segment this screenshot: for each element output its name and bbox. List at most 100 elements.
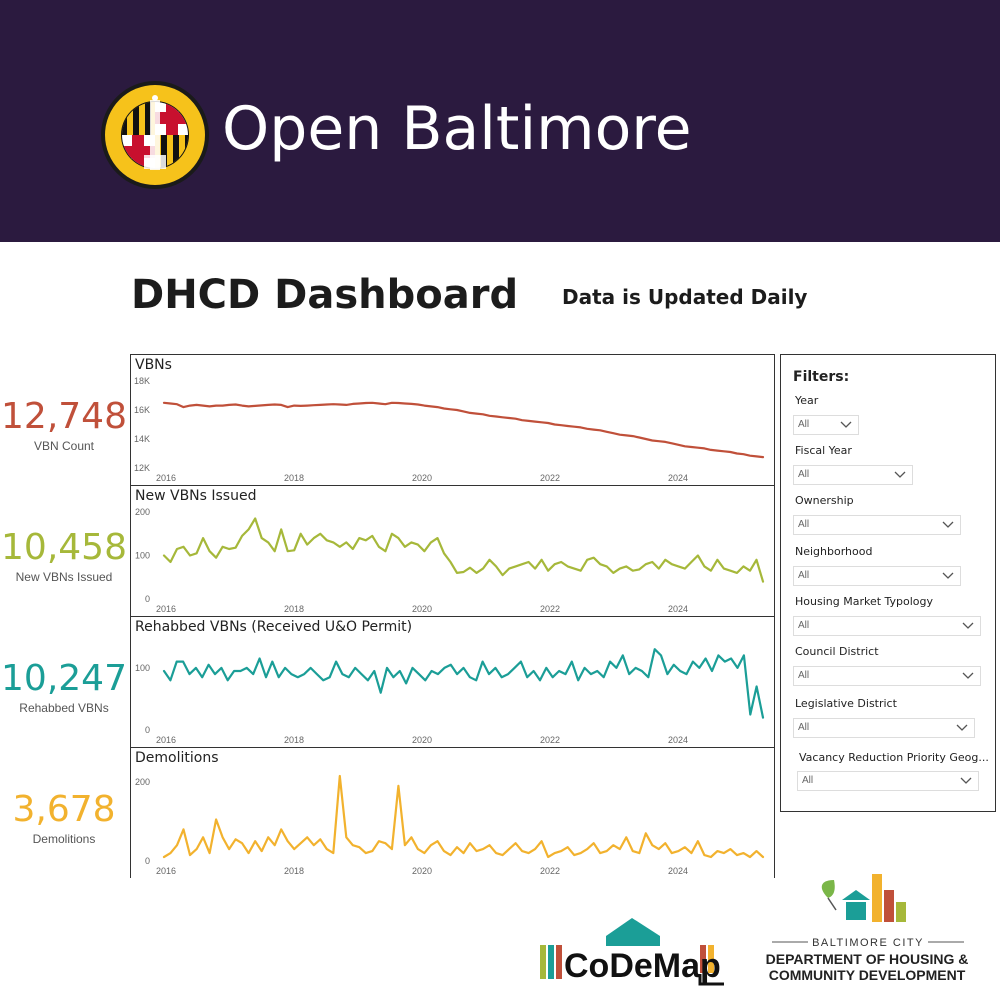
site-title: Open Baltimore: [222, 94, 692, 164]
kpi-value: 10,458: [1, 527, 127, 568]
fiscal-year-dropdown[interactable]: All: [793, 465, 913, 485]
chart-title: VBNs: [135, 357, 172, 373]
vacancy-reduction-dropdown[interactable]: All: [797, 771, 979, 791]
x-tick-label: 2018: [284, 735, 304, 745]
y-tick-label: 12K: [134, 463, 150, 473]
chevron-down-icon: [942, 572, 954, 579]
series-line: [162, 517, 765, 583]
chart-title: Demolitions: [135, 750, 219, 766]
footer-logos: CoDeMap BALTIMORE CITY DEPARTMENT OF HOU…: [540, 874, 969, 986]
council-district-dropdown[interactable]: All: [793, 666, 981, 686]
filter-label-vacancy-reduction: Vacancy Reduction Priority Geog...: [799, 751, 989, 764]
chevron-down-icon: [894, 471, 906, 478]
y-tick-label: 200: [135, 777, 150, 787]
y-tick-label: 14K: [134, 434, 150, 444]
kpi-value: 3,678: [12, 789, 116, 830]
filter-label-housing-market-typology: Housing Market Typology: [795, 595, 934, 608]
x-tick-label: 2020: [412, 473, 432, 483]
dropdown-value: All: [798, 670, 810, 681]
chevron-down-icon: [962, 622, 974, 629]
kpi-value: 12,748: [1, 396, 127, 437]
site-header: Open Baltimore: [0, 0, 1000, 242]
x-tick-label: 2016: [156, 735, 176, 745]
series-line: [162, 401, 765, 459]
chart-rehabbed-vbns-received-u-o-permit: Rehabbed VBNs (Received U&O Permit)10002…: [130, 616, 775, 748]
dropdown-value: All: [802, 775, 814, 786]
chart-title: Rehabbed VBNs (Received U&O Permit): [135, 619, 412, 635]
dropdown-value: All: [798, 469, 810, 480]
dropdown-value: All: [798, 519, 810, 530]
x-tick-label: 2024: [668, 866, 688, 876]
neighborhood-dropdown[interactable]: All: [793, 566, 961, 586]
chevron-down-icon: [942, 521, 954, 528]
chevron-down-icon: [956, 724, 968, 731]
chart-demolitions: Demolitions 200 0 2016 2018 2020 2022 2024: [130, 747, 775, 878]
y-tick-label: 18K: [134, 376, 150, 386]
x-tick-label: 2022: [540, 735, 560, 745]
chart-vbns: VBNs 18K 16K 14K 12K 2016 2018 2020 2022 2024: [130, 354, 775, 486]
filter-label-year: Year: [795, 394, 819, 407]
filters-panel: Filters: Year All Fiscal Year All Owners…: [780, 354, 996, 812]
kpi-demolitions: 3,678 Demolitions: [0, 789, 128, 847]
y-tick-label: 16K: [134, 405, 150, 415]
filter-label-council-district: Council District: [795, 645, 879, 658]
year-dropdown[interactable]: All: [793, 415, 859, 435]
x-tick-label: 2024: [668, 604, 688, 614]
x-tick-label: 2022: [540, 866, 560, 876]
filter-label-neighborhood: Neighborhood: [795, 545, 873, 558]
chart-frame: [130, 747, 775, 878]
x-tick-label: 2018: [284, 473, 304, 483]
y-tick-label: 0: [145, 725, 150, 735]
dropdown-value: All: [798, 722, 810, 733]
x-tick-label: 2024: [668, 735, 688, 745]
x-tick-label: 2022: [540, 604, 560, 614]
x-tick-label: 2020: [412, 866, 432, 876]
chart-frame: [130, 354, 775, 486]
x-tick-label: 2020: [412, 735, 432, 745]
kpi-new-vbns: 10,458 New VBNs Issued: [0, 527, 128, 585]
series-line: [162, 648, 765, 719]
chart-frame: [130, 485, 775, 617]
dhcd-line-2: DEPARTMENT OF HOUSING &: [766, 951, 969, 967]
kpi-label: New VBNs Issued: [15, 570, 113, 584]
y-tick-label: 0: [145, 594, 150, 604]
dhcd-line-1: BALTIMORE CITY: [812, 937, 924, 949]
codemap-wordmark: CoDeMap: [564, 947, 721, 985]
series-line: [162, 774, 765, 859]
codemap-logo: CoDeMap: [540, 918, 724, 986]
x-tick-label: 2016: [156, 866, 176, 876]
x-tick-label: 2024: [668, 473, 688, 483]
dropdown-value: All: [798, 620, 810, 631]
ownership-dropdown[interactable]: All: [793, 515, 961, 535]
filter-label-legislative-district: Legislative District: [795, 697, 897, 710]
dashboard-title: DHCD Dashboard: [131, 272, 519, 318]
chevron-down-icon: [960, 777, 972, 784]
y-tick-label: 100: [135, 551, 150, 561]
chart-frame: [130, 616, 775, 748]
y-tick-label: 200: [135, 507, 150, 517]
dhcd-logo: BALTIMORE CITY DEPARTMENT OF HOUSING & C…: [766, 874, 969, 983]
chevron-down-icon: [962, 672, 974, 679]
dropdown-value: All: [798, 570, 810, 581]
update-note: Data is Updated Daily: [562, 285, 808, 309]
x-tick-label: 2018: [284, 866, 304, 876]
chart-title: New VBNs Issued: [135, 488, 256, 504]
x-tick-label: 2018: [284, 604, 304, 614]
filter-label-ownership: Ownership: [795, 494, 854, 507]
x-tick-label: 2016: [156, 604, 176, 614]
y-tick-label: 100: [135, 663, 150, 673]
kpi-label: Demolitions: [32, 832, 96, 846]
chevron-down-icon: [840, 421, 852, 428]
dhcd-line-3: COMMUNITY DEVELOPMENT: [769, 967, 966, 983]
chart-new-vbns-issued: New VBNs Issued 200 100 0 2016 2018 2020 2022 20…: [130, 485, 775, 617]
x-tick-label: 2020: [412, 604, 432, 614]
x-tick-label: 2022: [540, 473, 560, 483]
kpi-label: VBN Count: [33, 439, 95, 453]
dropdown-value: All: [798, 419, 810, 430]
kpi-vbn-count: 12,748 VBN Count: [0, 396, 128, 454]
kpi-value: 10,247: [1, 658, 127, 699]
housing-market-typology-dropdown[interactable]: All: [793, 616, 981, 636]
legislative-district-dropdown[interactable]: All: [793, 718, 975, 738]
kpi-label: Rehabbed VBNs: [19, 701, 109, 715]
